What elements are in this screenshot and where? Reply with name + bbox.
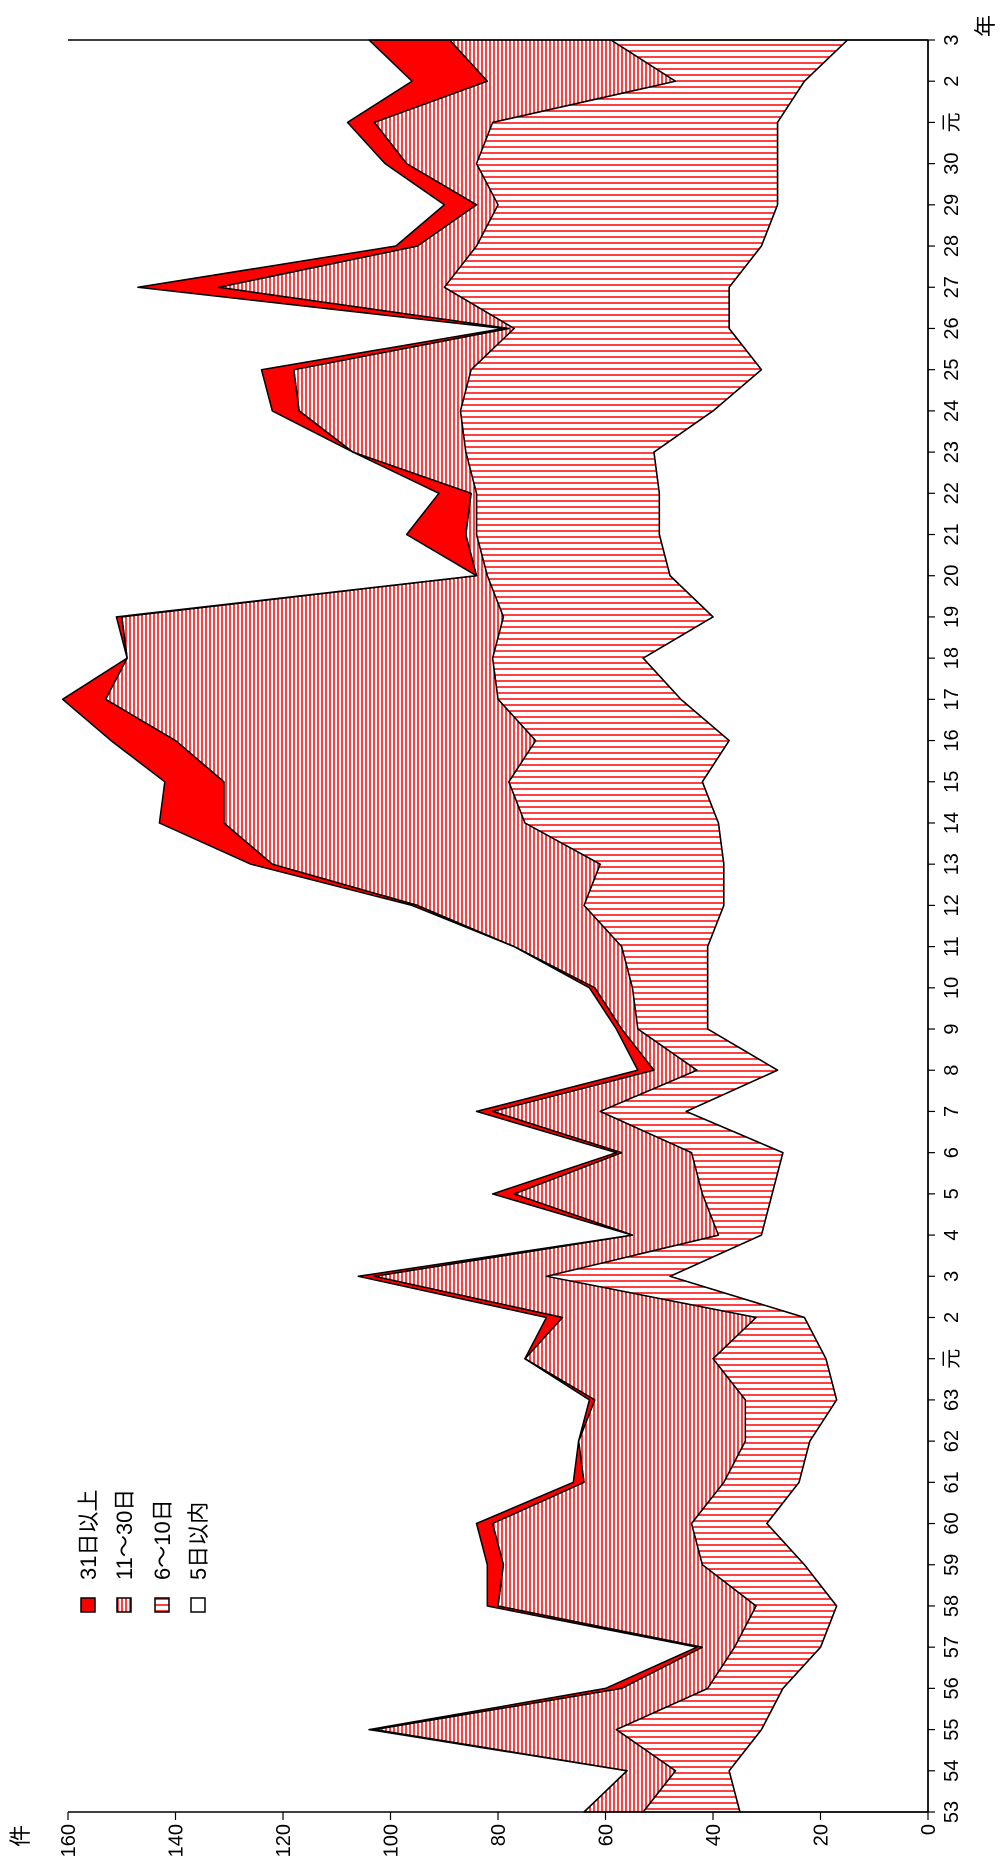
category-tick-label: 53 [941,1801,963,1823]
legend-swatch [190,1597,206,1613]
category-tick-label: 25 [941,359,963,381]
value-tick-label: 40 [703,1824,725,1846]
value-tick-label: 60 [596,1824,618,1846]
category-axis-label: 年 [973,15,998,37]
value-tick-label: 20 [811,1824,833,1846]
category-tick-label: 3 [941,1271,963,1282]
value-tick-label: 0 [918,1824,940,1835]
value-tick-label: 120 [273,1824,295,1857]
category-tick-label: 5 [941,1188,963,1199]
category-tick-label: 28 [941,235,963,257]
category-tick-label: 2 [941,1312,963,1323]
category-tick-label: 13 [941,853,963,875]
category-tick-label: 元 [941,112,963,132]
category-tick-label: 16 [941,729,963,751]
category-tick-label: 55 [941,1718,963,1740]
category-tick-label: 24 [941,400,963,422]
category-tick-label: 20 [941,565,963,587]
legend-label: 6～10日 [150,1499,175,1580]
category-tick-label: 57 [941,1636,963,1658]
value-tick-label: 160 [58,1824,80,1857]
category-tick-label: 54 [941,1760,963,1782]
category-tick-label: 56 [941,1677,963,1699]
category-tick-label: 2 [941,76,963,87]
category-tick-label: 21 [941,523,963,545]
legend-label: 31日以上 [76,1490,101,1580]
category-tick-label: 9 [941,1023,963,1034]
axes: 0204060801001201401605354555657585960616… [8,15,998,1857]
category-tick-label: 6 [941,1147,963,1158]
category-tick-label: 4 [941,1230,963,1241]
category-tick-label: 22 [941,482,963,504]
value-tick-label: 100 [381,1824,403,1857]
legend-label: 5日以内 [186,1502,211,1580]
category-tick-label: 7 [941,1106,963,1117]
category-tick-label: 26 [941,317,963,339]
value-tick-label: 140 [166,1824,188,1857]
legend-swatch [116,1597,132,1613]
category-tick-label: 61 [941,1471,963,1493]
category-tick-label: 14 [941,812,963,834]
legend-swatch [154,1597,170,1613]
category-tick-label: 30 [941,153,963,175]
legend: 31日以上 11～30日 6～10日 5日以内 [76,1489,211,1613]
category-tick-label: 17 [941,688,963,710]
legend-label: 11～30日 [112,1489,137,1580]
category-tick-label: 29 [941,194,963,216]
category-tick-label: 60 [941,1512,963,1534]
value-tick-label: 80 [488,1824,510,1846]
value-axis-label: 件 [8,1825,33,1847]
category-tick-label: 10 [941,977,963,999]
category-tick-label: 58 [941,1595,963,1617]
category-tick-label: 62 [941,1430,963,1452]
category-tick-label: 27 [941,276,963,298]
category-tick-label: 元 [941,1349,963,1369]
category-tick-label: 11 [941,936,963,957]
category-tick-label: 63 [941,1389,963,1411]
category-tick-label: 19 [941,606,963,628]
category-tick-label: 12 [941,894,963,916]
category-tick-label: 23 [941,441,963,463]
category-tick-label: 3 [941,34,963,45]
category-tick-label: 8 [941,1065,963,1076]
category-tick-label: 18 [941,647,963,669]
legend-swatch [80,1597,96,1613]
category-tick-label: 15 [941,771,963,793]
category-tick-label: 59 [941,1554,963,1576]
